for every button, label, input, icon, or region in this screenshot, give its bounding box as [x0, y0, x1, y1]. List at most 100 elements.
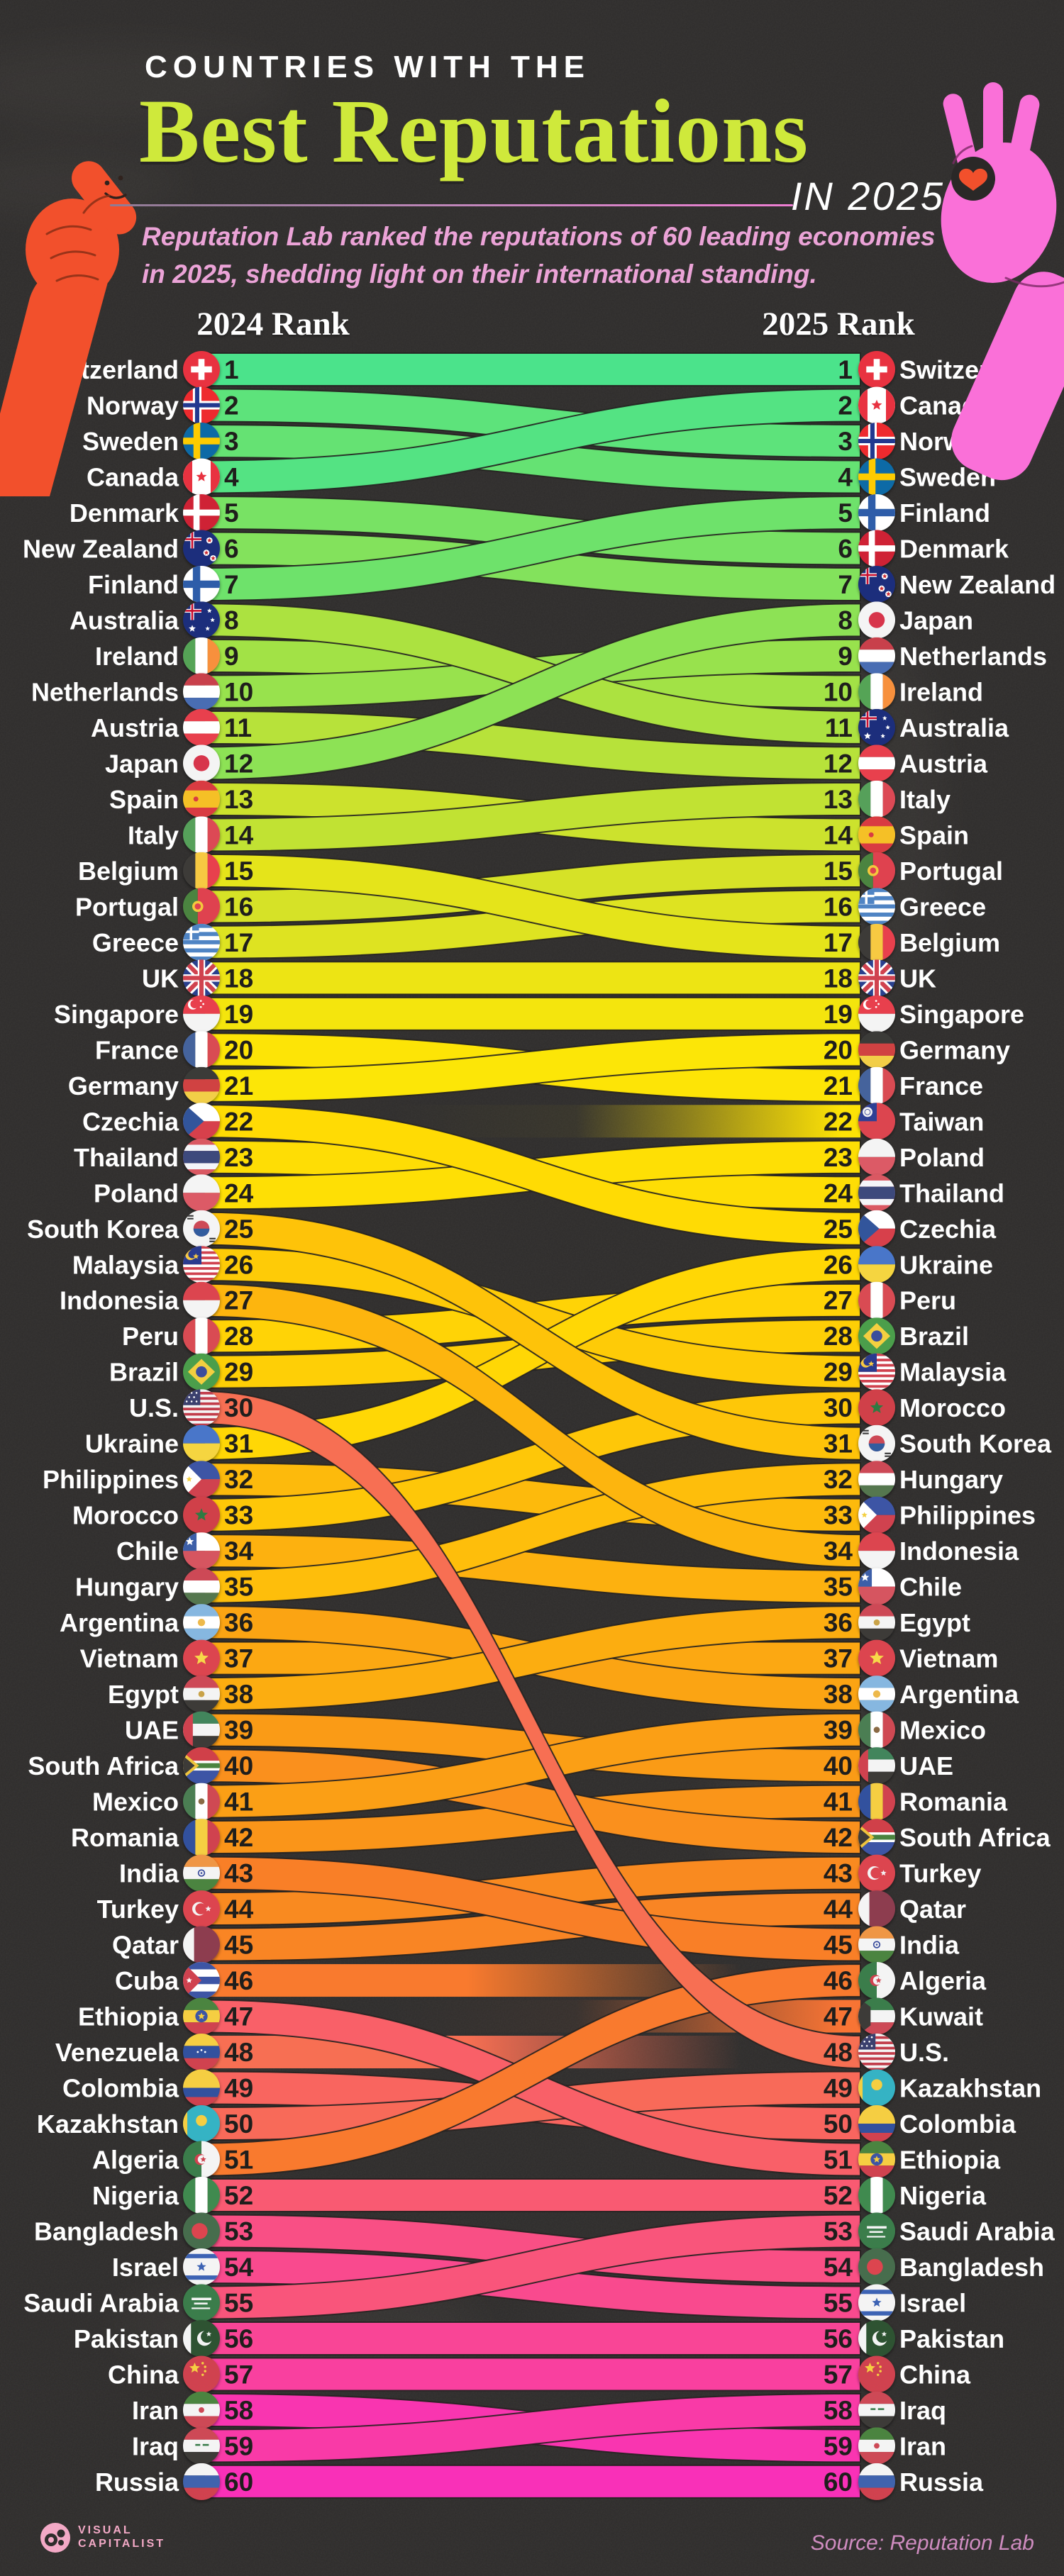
- rank-2024-finland: 7: [224, 570, 239, 599]
- turkey-flag-icon: [858, 1854, 895, 1892]
- rank-2025-austria: 12: [824, 749, 853, 778]
- peru-flag-icon: [858, 1281, 895, 1319]
- column-header-2024: 2024 Rank: [196, 306, 350, 342]
- russia-flag-icon: [858, 2463, 895, 2500]
- rank-2024-iran: 58: [224, 2396, 253, 2425]
- belgium-flag-icon: [858, 923, 895, 961]
- subtitle: Reputation Lab ranked the reputations of…: [142, 218, 935, 293]
- indonesia-flag-icon: [858, 1532, 895, 1570]
- country-label-2024-nigeria: Nigeria: [92, 2181, 179, 2210]
- rank-2025-argentina: 38: [824, 1680, 853, 1709]
- country-label-2025-india: India: [899, 1931, 960, 1960]
- rank-2025-belgium: 17: [824, 928, 853, 957]
- country-label-2025-portugal: Portugal: [899, 857, 1003, 886]
- netherlands-flag-icon: [858, 637, 895, 674]
- rank-2024-chile: 34: [224, 1537, 254, 1566]
- rank-2025-kazakhstan: 49: [824, 2074, 853, 2103]
- flow-greece: [204, 889, 861, 959]
- rank-2025-ireland: 10: [824, 677, 853, 706]
- rank-2024-hungary: 35: [224, 1573, 253, 1602]
- page-title: Best Reputations: [139, 81, 809, 182]
- rank-2025-egypt: 36: [824, 1608, 853, 1637]
- morocco-flag-icon: [858, 1389, 895, 1427]
- country-label-2025-finland: Finland: [899, 498, 990, 528]
- country-label-2025-italy: Italy: [899, 785, 951, 814]
- country-label-2024-belgium: Belgium: [78, 857, 179, 886]
- bangladesh-flag-icon: [183, 2212, 220, 2250]
- ukraine-flag-icon: [183, 1424, 220, 1462]
- flow-switzerland: [204, 352, 861, 387]
- algeria-flag-icon: [858, 1962, 895, 2000]
- country-label-2025-israel: Israel: [899, 2288, 966, 2317]
- country-label-2025-vietnam: Vietnam: [899, 1644, 998, 1673]
- rank-2024-egypt: 38: [224, 1680, 253, 1709]
- rank-2024-new-zealand: 6: [224, 534, 239, 563]
- argentina-flag-icon: [183, 1604, 220, 1641]
- japan-flag-icon: [183, 745, 220, 782]
- flow-australia: [204, 603, 861, 745]
- country-label-2025-poland: Poland: [899, 1143, 985, 1172]
- flow-saudi-arabia: [204, 2214, 861, 2320]
- ireland-flag-icon: [183, 637, 220, 674]
- country-label-2024-romania: Romania: [71, 1823, 179, 1852]
- country-label-2024-mexico: Mexico: [92, 1788, 179, 1817]
- algeria-flag-icon: [183, 2141, 220, 2178]
- rank-2025-finland: 5: [838, 498, 853, 528]
- rank-2024-venezuela: 48: [224, 2038, 253, 2067]
- country-label-2024-japan: Japan: [105, 749, 179, 778]
- country-label-2024-switzerland: Switzerland: [37, 355, 179, 384]
- country-label-2025-norway: Norway: [899, 427, 992, 456]
- country-label-2025-south-korea: South Korea: [899, 1429, 1052, 1459]
- country-label-2024-finland: Finland: [88, 570, 179, 599]
- rank-2024-south-africa: 40: [224, 1751, 253, 1780]
- country-label-2025-indonesia: Indonesia: [899, 1537, 1019, 1566]
- rank-2025-australia: 11: [825, 713, 853, 742]
- vietnam-flag-icon: [858, 1639, 895, 1677]
- rank-2025-india: 45: [824, 1931, 853, 1960]
- mexico-flag-icon: [183, 1783, 220, 1820]
- country-label-2025-nigeria: Nigeria: [899, 2181, 987, 2210]
- rank-2024-austria: 11: [224, 713, 252, 742]
- country-label-2024-germany: Germany: [68, 1071, 179, 1100]
- country-label-2025-belgium: Belgium: [899, 928, 1000, 957]
- rank-2024-mexico: 41: [224, 1788, 253, 1817]
- country-label-2025-south-africa: South Africa: [899, 1823, 1051, 1852]
- rank-2024-uae: 39: [224, 1716, 253, 1745]
- country-label-2025-morocco: Morocco: [899, 1393, 1006, 1422]
- rank-2024-israel: 54: [224, 2253, 254, 2282]
- finland-flag-icon: [858, 494, 895, 531]
- india-flag-icon: [183, 1854, 220, 1892]
- rank-2024-switzerland: 1: [224, 355, 239, 384]
- peru-flag-icon: [183, 1317, 220, 1355]
- title-year: IN 2025: [790, 174, 945, 218]
- rank-2024-france: 20: [224, 1035, 253, 1064]
- rank-2025-brazil: 28: [824, 1322, 853, 1351]
- canada-flag-icon: [858, 386, 895, 424]
- qatar-flag-icon: [183, 1926, 220, 1963]
- flow-russia: [204, 2464, 861, 2499]
- country-label-2024-austria: Austria: [91, 713, 179, 742]
- rank-2025-romania: 41: [824, 1788, 853, 1817]
- rank-2024-peru: 28: [224, 1322, 253, 1351]
- rank-2025-mexico: 39: [824, 1716, 853, 1745]
- country-label-2024-china: China: [108, 2360, 179, 2389]
- israel-flag-icon: [858, 2284, 895, 2321]
- rank-2024-nigeria: 52: [224, 2181, 253, 2210]
- philippines-flag-icon: [183, 1461, 220, 1498]
- country-label-2024-portugal: Portugal: [75, 892, 179, 921]
- denmark-flag-icon: [183, 494, 220, 531]
- source-note: Source: Reputation Lab: [810, 2531, 1034, 2555]
- country-label-2024-uk: UK: [142, 964, 179, 993]
- country-label-2024-poland: Poland: [94, 1178, 179, 1208]
- singapore-flag-icon: [858, 995, 895, 1032]
- new-zealand-flag-icon: [183, 530, 220, 567]
- rank-2025-u-s: 48: [824, 2038, 853, 2067]
- ukraine-flag-icon: [858, 1246, 895, 1283]
- uk-flag-icon: [858, 959, 895, 997]
- uae-flag-icon: [183, 1711, 220, 1749]
- country-label-2024-czechia: Czechia: [82, 1107, 179, 1136]
- rank-2024-romania: 42: [224, 1823, 253, 1852]
- rank-2024-thailand: 23: [224, 1143, 253, 1172]
- rank-2024-turkey: 44: [224, 1895, 254, 1924]
- rank-2024-belgium: 15: [224, 857, 253, 886]
